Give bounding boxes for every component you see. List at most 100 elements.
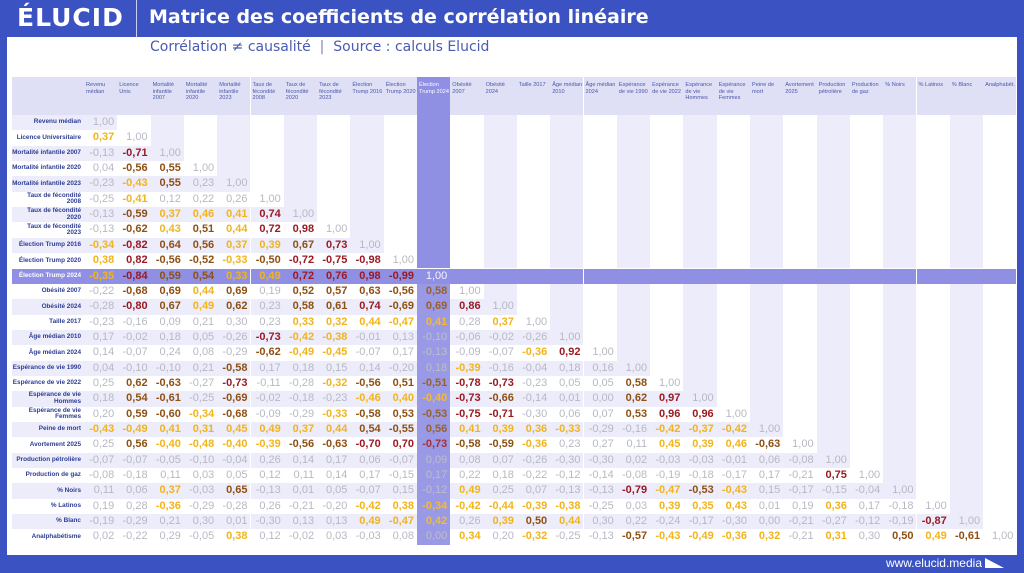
empty-cell	[317, 161, 351, 177]
row-label-text: Âge médian 2024	[28, 348, 81, 356]
row-label-text: Obésité 2024	[41, 302, 81, 310]
flag-logo-icon	[985, 558, 1004, 568]
empty-cell	[849, 145, 884, 162]
row-label: Avortement 2025	[12, 437, 84, 453]
correlation-cell: 0,28	[117, 498, 151, 515]
correlation-cell: 0,17	[84, 329, 118, 346]
diagonal-cell: 1,00	[983, 529, 1017, 545]
empty-cell	[849, 237, 884, 254]
correlation-cell: 0,21	[150, 514, 184, 530]
correlation-cell: 0,30	[183, 514, 218, 530]
correlation-cell: -0,69	[217, 391, 251, 407]
empty-cell	[816, 345, 850, 361]
empty-cell	[949, 191, 984, 208]
empty-cell	[616, 253, 651, 269]
empty-cell	[283, 115, 318, 131]
empty-cell	[650, 360, 684, 376]
empty-cell	[550, 161, 584, 177]
empty-cell	[583, 268, 617, 284]
row-label: Taux de fécondité 2023	[12, 222, 84, 238]
correlation-cell: -0,24	[650, 514, 684, 530]
correlation-cell: 0,18	[84, 391, 118, 407]
empty-cell	[816, 268, 850, 284]
empty-cell	[816, 422, 850, 438]
row-label: Obésité 2024	[12, 299, 84, 315]
empty-cell	[883, 360, 917, 376]
correlation-cell: 0,37	[150, 483, 184, 499]
empty-cell	[483, 207, 517, 223]
empty-cell	[683, 130, 717, 146]
correlation-cell: 0,58	[417, 283, 451, 300]
empty-cell	[750, 314, 784, 330]
empty-cell	[883, 191, 917, 208]
empty-cell	[550, 115, 584, 131]
empty-cell	[849, 283, 884, 300]
column-header: Licence Univ.	[117, 77, 151, 115]
correlation-cell: 0,19	[783, 498, 817, 515]
empty-cell	[916, 422, 950, 438]
correlation-cell: -0,13	[84, 145, 118, 162]
correlation-cell: -0,09	[250, 406, 284, 422]
correlation-cell: 0,20	[84, 406, 118, 422]
correlation-cell: 0,44	[217, 222, 251, 238]
correlation-cell: -0,36	[716, 529, 750, 545]
empty-cell	[583, 222, 617, 238]
correlation-cell: -0,17	[716, 468, 750, 484]
correlation-cell: 0,44	[350, 314, 384, 330]
correlation-cell: 0,05	[550, 375, 584, 392]
diagonal-cell: 1,00	[350, 237, 384, 254]
empty-cell	[816, 191, 850, 208]
correlation-cell: 0,69	[150, 283, 184, 300]
correlation-cell: -0,73	[450, 391, 484, 407]
correlation-cell: -0,05	[183, 529, 218, 545]
correlation-cell: 0,11	[150, 468, 184, 484]
empty-cell	[650, 283, 684, 300]
empty-cell	[450, 268, 484, 284]
empty-cell	[250, 145, 284, 162]
empty-cell	[983, 191, 1017, 208]
column-header: Âge médian 2010	[550, 77, 584, 115]
correlation-cell: -0,23	[516, 375, 551, 392]
correlation-cell: -0,13	[583, 483, 617, 499]
empty-cell	[750, 176, 784, 192]
correlation-cell: 0,03	[183, 468, 218, 484]
empty-cell	[783, 207, 817, 223]
correlation-cell: -0,43	[84, 422, 118, 438]
correlation-cell: 0,53	[383, 406, 417, 422]
correlation-cell: 0,06	[550, 406, 584, 422]
correlation-cell: 0,14	[84, 345, 118, 361]
correlation-cell: 0,49	[250, 422, 284, 438]
empty-cell	[883, 314, 917, 330]
correlation-cell: 0,02	[84, 529, 118, 545]
diagonal-cell: 1,00	[583, 345, 617, 361]
row-label: Élection Trump 2024	[12, 268, 84, 284]
correlation-cell: -0,39	[516, 498, 551, 515]
correlation-cell: -0,18	[283, 391, 318, 407]
empty-cell	[250, 176, 284, 192]
row-label-text: Espérance de vie Hommes	[28, 391, 81, 405]
empty-cell	[983, 514, 1017, 530]
correlation-cell: 0,73	[317, 237, 351, 254]
empty-cell	[516, 161, 551, 177]
correlation-cell: 0,17	[317, 452, 351, 469]
correlation-cell: -0,37	[683, 422, 717, 438]
correlation-cell: -0,23	[317, 391, 351, 407]
website-link[interactable]: www.elucid.media	[885, 556, 982, 570]
correlation-cell: -0,18	[117, 468, 151, 484]
empty-cell	[849, 329, 884, 346]
correlation-cell: -0,75	[317, 253, 351, 269]
correlation-cell: 0,41	[217, 207, 251, 223]
correlation-cell: -0,68	[217, 406, 251, 422]
empty-cell	[683, 253, 717, 269]
empty-cell	[716, 268, 750, 284]
empty-cell	[716, 207, 750, 223]
correlation-cell: 0,01	[550, 391, 584, 407]
empty-cell	[450, 191, 484, 208]
empty-cell	[616, 283, 651, 300]
correlation-cell: 0,56	[183, 237, 218, 254]
correlation-cell: 0,18	[150, 329, 184, 346]
column-header: % Latinos	[916, 77, 950, 115]
row-label-text: Analphabétisme	[31, 532, 81, 540]
empty-cell	[583, 161, 617, 177]
column-header: Taux de fécondité 2008	[250, 77, 284, 115]
